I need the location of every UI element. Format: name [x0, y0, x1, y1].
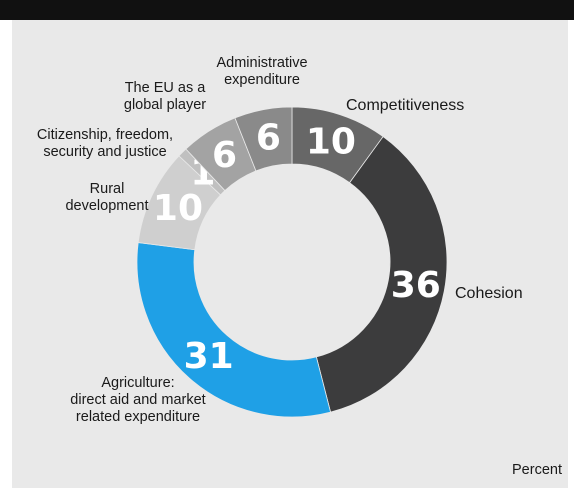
- value-label-rural-development: 10: [153, 188, 203, 229]
- value-label-agriculture-direct-aid-and-market-related-expenditure: 31: [184, 336, 234, 377]
- category-label-agriculture-direct-aid-and-market-related-expenditure: Agriculture: direct aid and market related…: [70, 375, 205, 425]
- top-bar: [0, 0, 574, 20]
- slice-cohesion: [315, 136, 448, 413]
- slice-agriculture-direct-aid-and-market-related-expenditure: [136, 242, 332, 418]
- value-label-the-eu-as-a-global-player: 6: [212, 135, 237, 176]
- category-label-administrative-expenditure: Administrative expenditure: [216, 55, 307, 88]
- category-label-rural-development: Rural development: [65, 181, 148, 214]
- category-label-citizenship-freedom-security-and-justice: Citizenship, freedom, security and justic…: [37, 127, 173, 160]
- category-label-the-eu-as-a-global-player: The EU as a global player: [124, 80, 206, 113]
- value-label-competitiveness: 10: [306, 122, 356, 163]
- unit-label: Percent: [512, 462, 562, 478]
- value-label-administrative-expenditure: 6: [256, 118, 281, 159]
- category-label-cohesion: Cohesion: [455, 285, 523, 302]
- value-label-cohesion: 36: [391, 265, 441, 306]
- slice-administrative-expenditure: [234, 106, 293, 172]
- category-label-competitiveness: Competitiveness: [346, 97, 464, 114]
